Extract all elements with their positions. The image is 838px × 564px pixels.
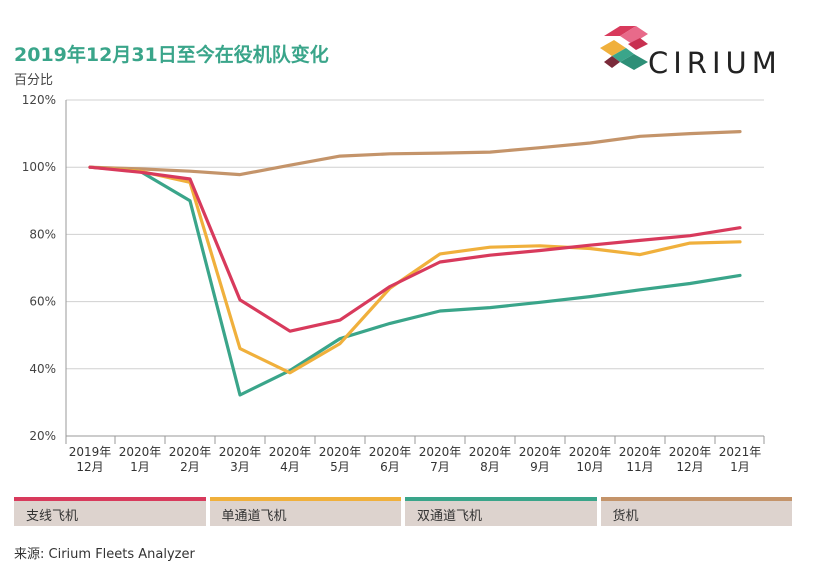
x-tick-label-month: 12月 <box>76 460 103 474</box>
legend-color-swatch <box>405 497 597 501</box>
y-axis-ticks: 20% 40% 60% 80% 100% 120% <box>22 93 56 443</box>
chart-grid <box>65 99 764 437</box>
y-tick-label: 80% <box>29 227 56 241</box>
cirium-logo <box>600 26 648 70</box>
series-line-3 <box>88 165 742 397</box>
x-tick-label-month: 4月 <box>280 460 300 474</box>
chart-title: 2019年12月31日至今在役机队变化 <box>14 44 329 66</box>
chart-series <box>88 130 742 397</box>
chart-legend: 支线飞机 单通道飞机 双通道飞机 货机 <box>14 497 796 526</box>
legend-label: 双通道飞机 <box>417 509 483 524</box>
cirium-logo-text: CIRIUM <box>648 46 782 80</box>
x-tick-label-month: 10月 <box>576 460 603 474</box>
series-line-1 <box>88 165 742 333</box>
x-tick-label-month: 11月 <box>626 460 653 474</box>
x-tick-label-year: 2020年 <box>669 445 712 459</box>
x-tick-label-year: 2020年 <box>569 445 612 459</box>
y-axis-unit-label: 百分比 <box>14 73 54 88</box>
x-tick-label-month: 12月 <box>676 460 703 474</box>
series-line-4 <box>88 130 742 177</box>
x-tick-label-year: 2020年 <box>419 445 462 459</box>
legend-item: 单通道飞机 <box>209 497 401 526</box>
cirium-logo-mark <box>600 26 648 70</box>
source-note: 来源: Cirium Fleets Analyzer <box>14 547 195 562</box>
x-tick-label-year: 2020年 <box>319 445 362 459</box>
y-tick-label: 100% <box>22 160 56 174</box>
series-line-2 <box>88 165 742 375</box>
legend-color-swatch <box>209 497 401 501</box>
x-tick-label-year: 2020年 <box>219 445 262 459</box>
y-tick-label: 20% <box>29 429 56 443</box>
x-tick-label-month: 1月 <box>130 460 150 474</box>
x-tick-label-year: 2020年 <box>369 445 412 459</box>
x-axis-ticks: 2019年12月2020年1月2020年2月2020年3月2020年4月2020… <box>65 436 765 474</box>
x-tick-label-year: 2020年 <box>169 445 212 459</box>
x-tick-label-month: 6月 <box>380 460 400 474</box>
x-tick-label-year: 2020年 <box>119 445 162 459</box>
x-tick-label-year: 2021年 <box>719 445 762 459</box>
legend-color-swatch <box>14 497 206 501</box>
x-tick-label-year: 2020年 <box>519 445 562 459</box>
legend-label: 支线飞机 <box>26 509 79 524</box>
x-tick-label-year: 2020年 <box>619 445 662 459</box>
x-tick-label-year: 2019年 <box>69 445 112 459</box>
y-tick-label: 120% <box>22 93 56 107</box>
x-tick-label-month: 8月 <box>480 460 500 474</box>
legend-item: 货机 <box>600 497 792 526</box>
legend-color-swatch <box>600 497 792 501</box>
x-tick-label-month: 7月 <box>430 460 450 474</box>
y-tick-label: 40% <box>29 362 56 376</box>
legend-item: 双通道飞机 <box>405 497 597 526</box>
legend-label: 单通道飞机 <box>221 509 287 524</box>
x-tick-label-year: 2020年 <box>269 445 312 459</box>
x-tick-label-month: 2月 <box>180 460 200 474</box>
x-tick-label-month: 1月 <box>730 460 750 474</box>
legend-label: 货机 <box>612 509 639 524</box>
y-tick-label: 60% <box>29 295 56 309</box>
x-tick-label-month: 5月 <box>330 460 350 474</box>
x-tick-label-year: 2020年 <box>469 445 512 459</box>
x-tick-label-month: 3月 <box>230 460 250 474</box>
legend-item: 支线飞机 <box>14 497 206 526</box>
x-tick-label-month: 9月 <box>530 460 550 474</box>
